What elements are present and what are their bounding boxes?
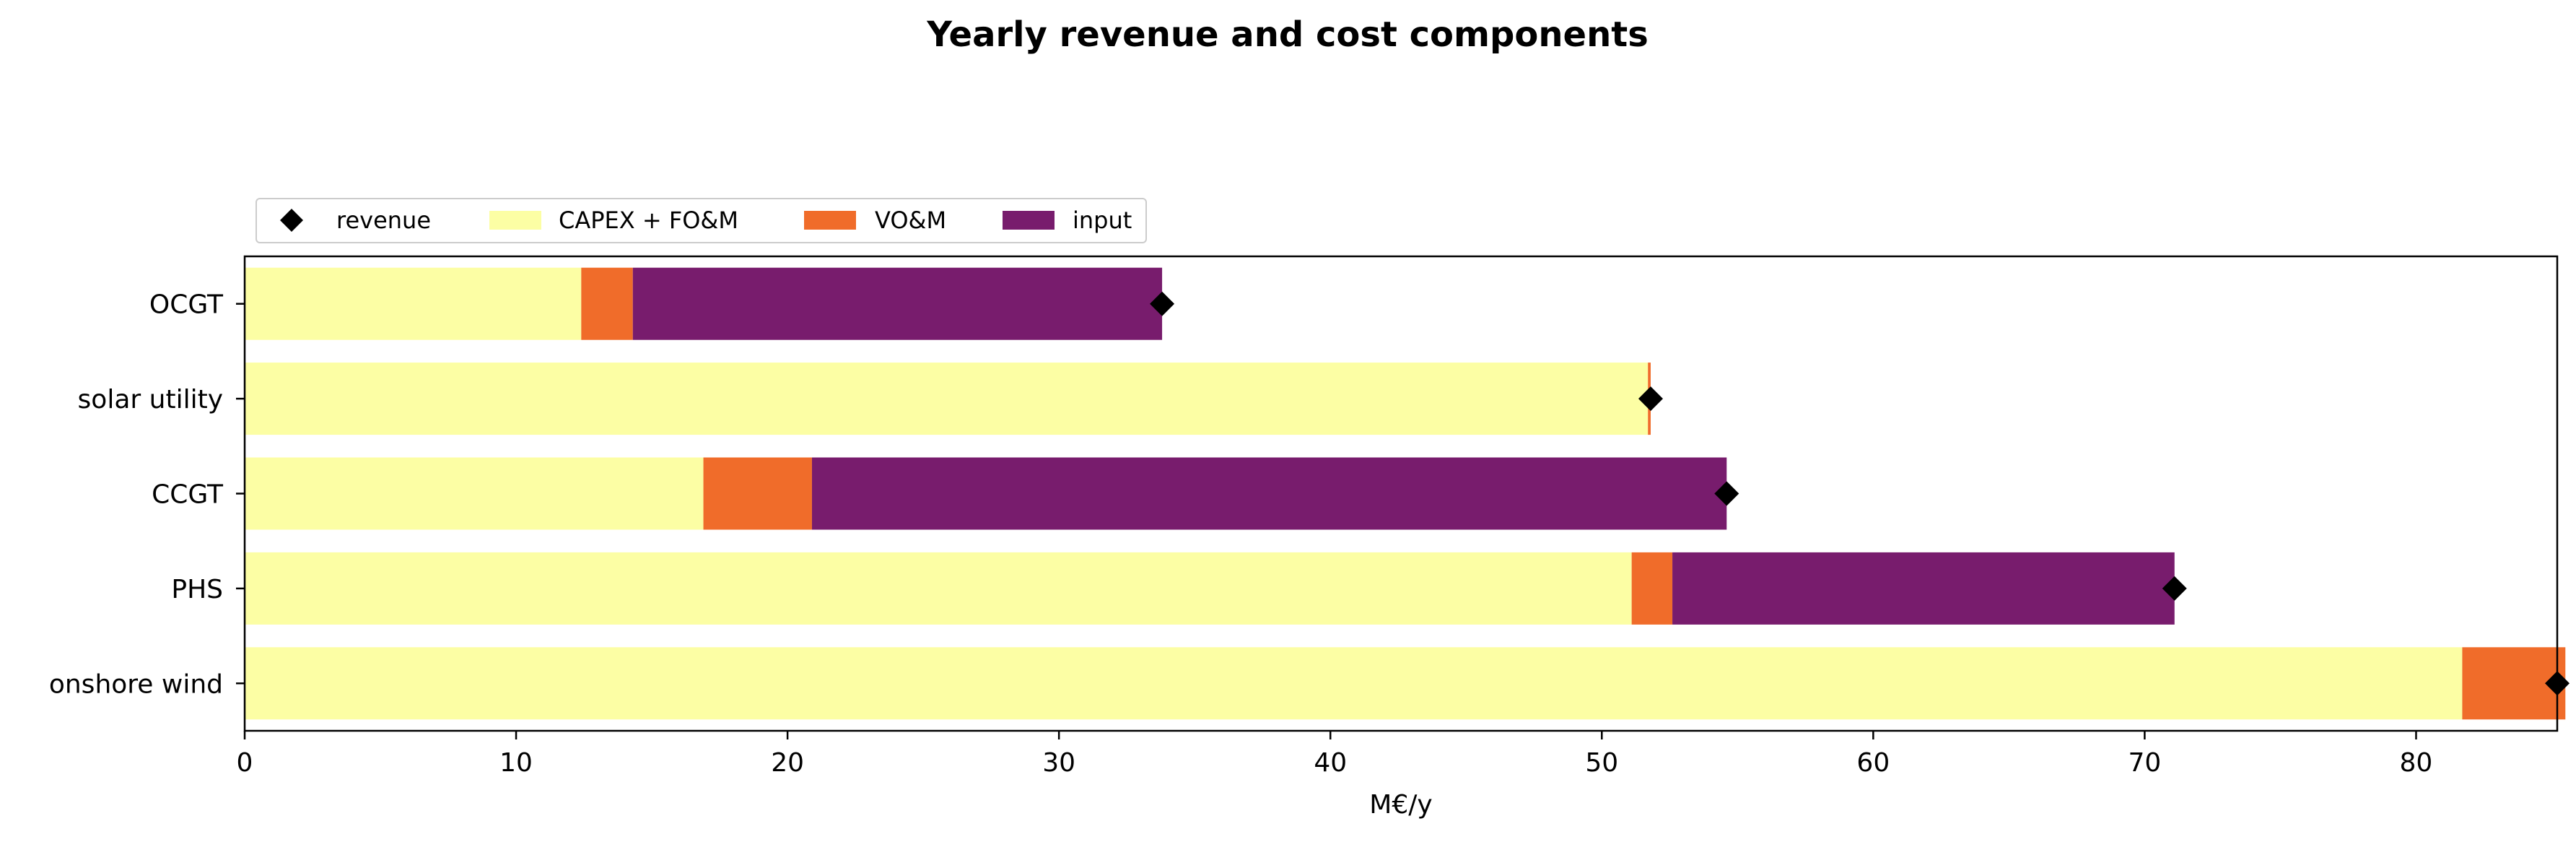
legend-label-3: input xyxy=(1073,207,1132,234)
revenue-marker-phs xyxy=(2162,576,2187,601)
x-tick-label: 30 xyxy=(1042,748,1075,778)
y-tick-label: PHS xyxy=(171,575,223,604)
bar-solar-utility-series-0 xyxy=(245,363,1649,435)
legend: revenue CAPEX + FO&M VO&M input xyxy=(256,198,1147,243)
x-tick-label: 80 xyxy=(2400,748,2433,778)
x-tick-label: 60 xyxy=(1856,748,1890,778)
bar-ocgt-series-0 xyxy=(245,267,582,340)
y-tick-label: OCGT xyxy=(149,290,224,320)
x-axis: 0 10 20 30 40 50 60 70 80 xyxy=(237,731,2433,778)
bar-phs-series-0 xyxy=(245,552,1632,625)
y-tick-label: solar utility xyxy=(78,385,223,415)
legend-swatch-3 xyxy=(1003,211,1055,230)
y-axis: OCGT solar utility CCGT PHS onshore wind xyxy=(49,290,245,699)
bar-phs-series-2 xyxy=(1672,552,2175,625)
revenue-marker-solar-utility xyxy=(1638,386,1663,412)
bar-ocgt-series-2 xyxy=(632,267,1163,340)
x-tick-label: 50 xyxy=(1585,748,1618,778)
y-tick-label: onshore wind xyxy=(49,669,223,699)
x-tick-label: 10 xyxy=(499,748,533,778)
legend-label-1: CAPEX + FO&M xyxy=(559,207,738,234)
bar-ccgt-series-1 xyxy=(703,457,812,530)
legend-label-0: revenue xyxy=(336,207,431,234)
legend-swatch-1 xyxy=(489,211,541,230)
x-tick-label: 20 xyxy=(771,748,804,778)
chart-title: Yearly revenue and cost components xyxy=(926,14,1649,55)
legend-swatch-2 xyxy=(804,211,856,230)
x-axis-label: M€/y xyxy=(1369,790,1432,820)
bars-group xyxy=(245,267,2566,720)
revenue-marker-ocgt xyxy=(1150,291,1175,316)
bar-onshore-wind-series-0 xyxy=(245,647,2463,720)
legend-box xyxy=(256,198,1147,243)
bar-ocgt-series-1 xyxy=(581,267,633,340)
legend-revenue-marker xyxy=(280,209,303,232)
bar-phs-series-1 xyxy=(1631,552,1673,625)
y-tick-label: CCGT xyxy=(152,480,224,510)
bar-ccgt-series-0 xyxy=(245,457,704,530)
bar-ccgt-series-2 xyxy=(811,457,1727,530)
x-tick-label: 40 xyxy=(1314,748,1347,778)
legend-label-2: VO&M xyxy=(875,207,946,234)
x-tick-label: 0 xyxy=(237,748,253,778)
revenue-marker-ccgt xyxy=(1714,481,1739,506)
x-tick-label: 70 xyxy=(2128,748,2161,778)
